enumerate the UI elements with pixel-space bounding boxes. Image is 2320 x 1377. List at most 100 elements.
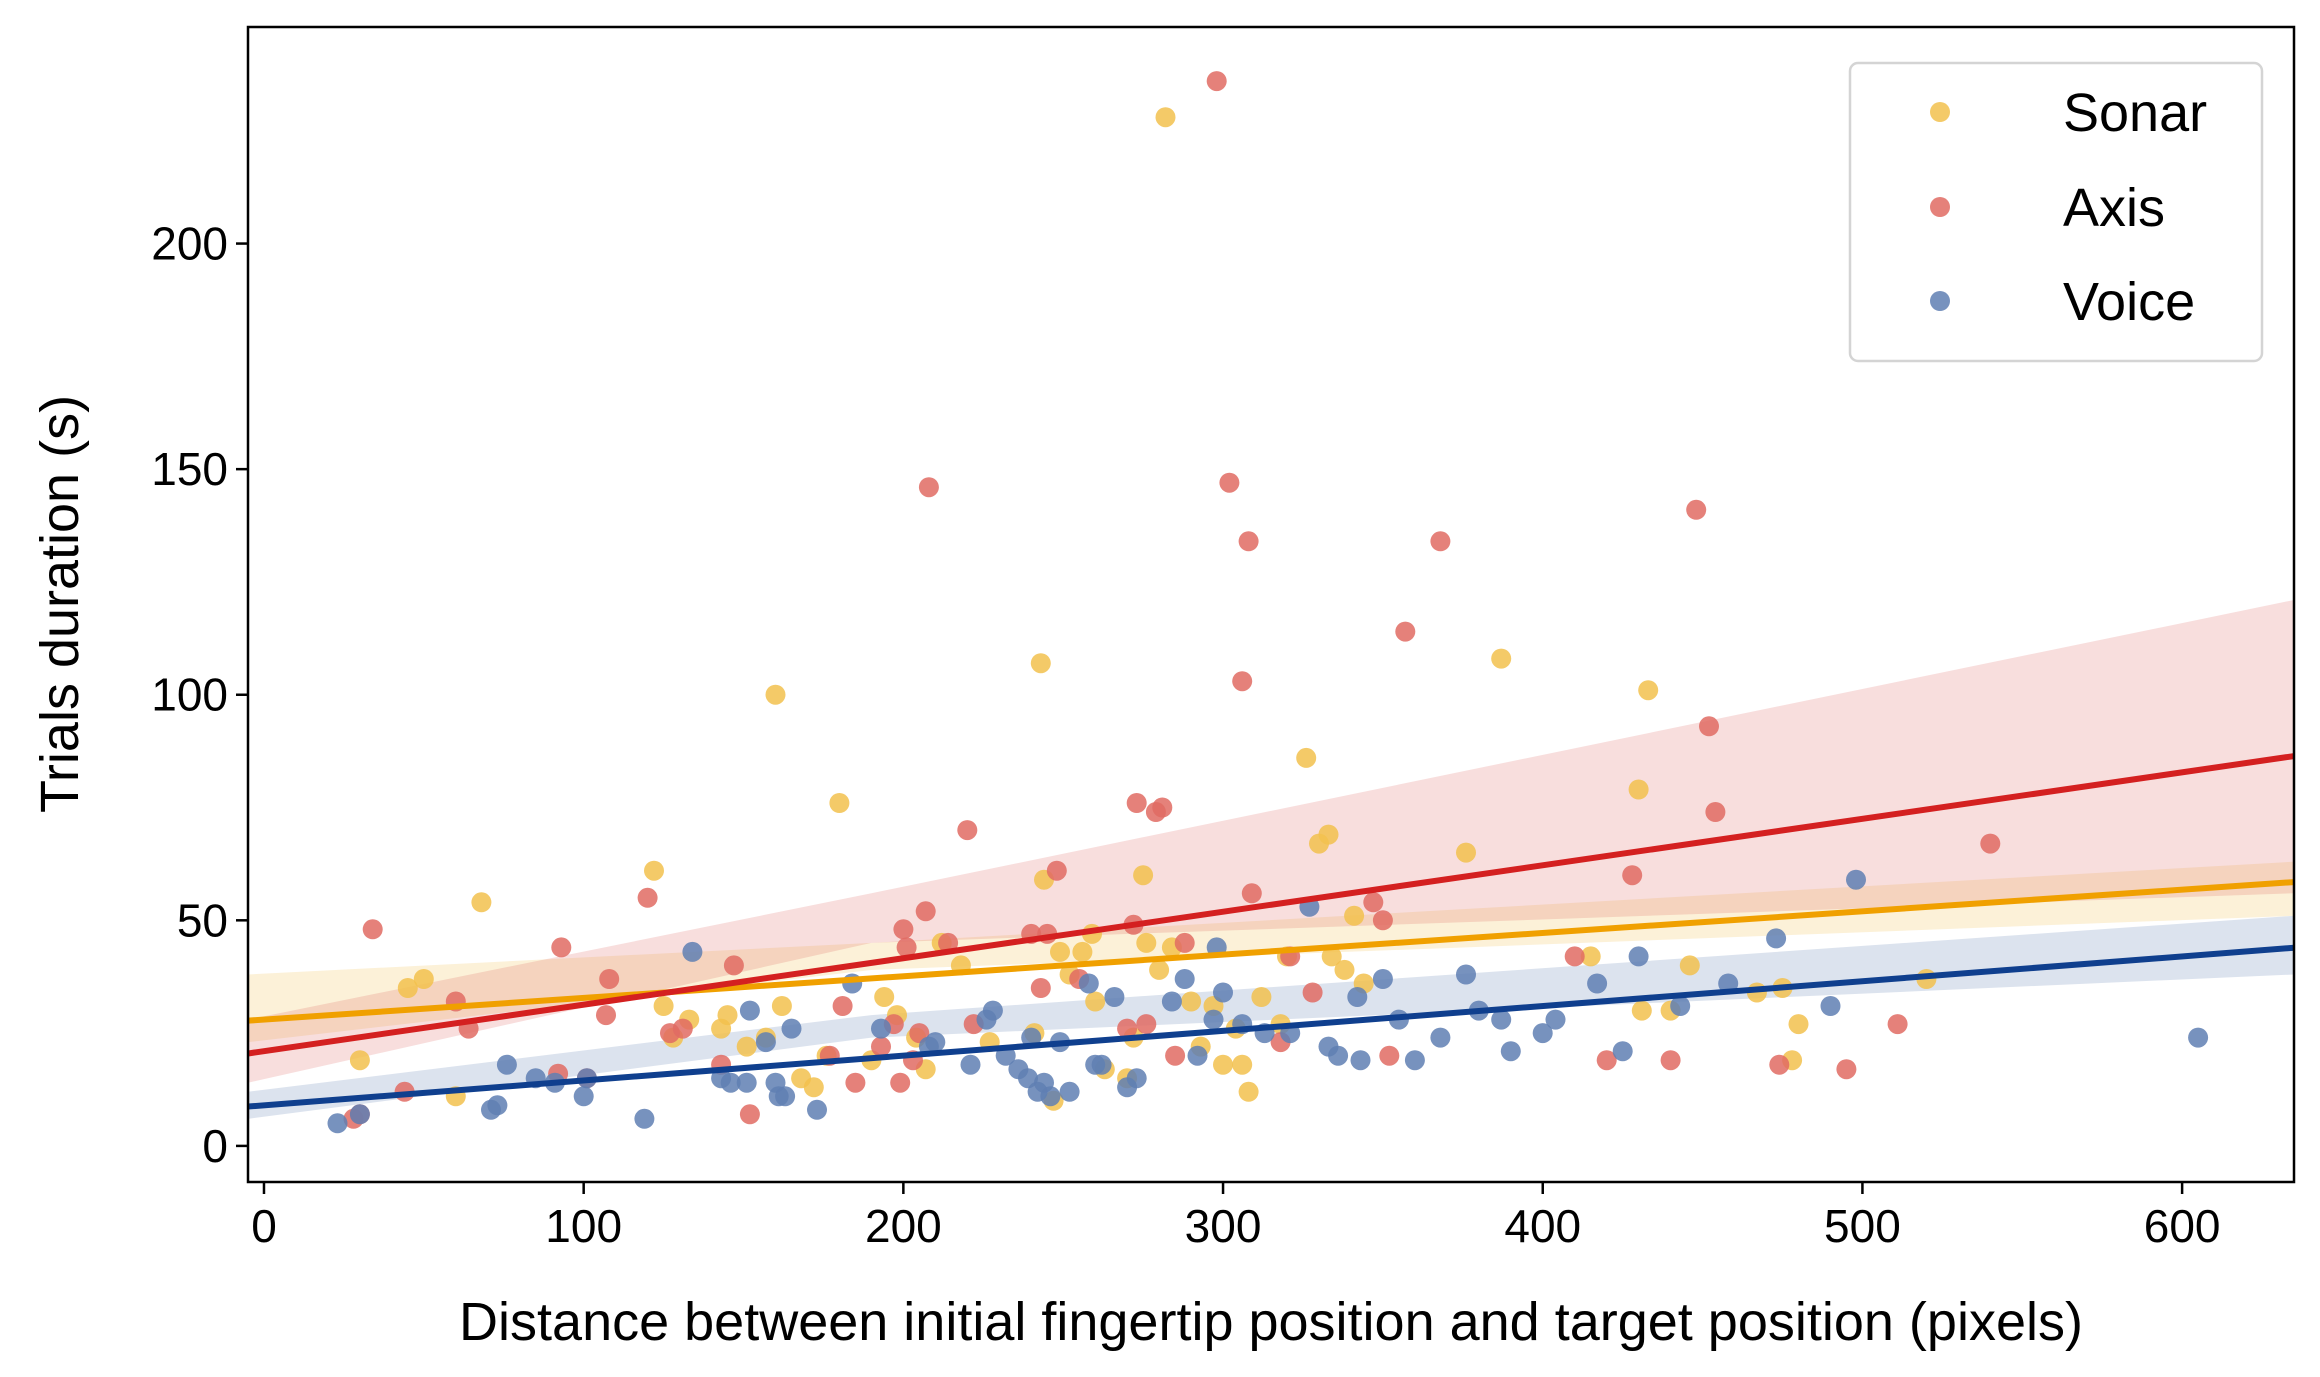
- sonar-point: [1631, 1000, 1652, 1021]
- axis-point: [896, 937, 917, 958]
- axis-point: [1699, 716, 1719, 737]
- sonar-point: [736, 1036, 757, 1057]
- voice-point: [1040, 1086, 1061, 1107]
- sonar-point: [1072, 941, 1093, 962]
- axis-point: [1596, 1050, 1617, 1071]
- axis-point: [1165, 1045, 1186, 1066]
- voice-point: [573, 1086, 594, 1107]
- axis-point: [893, 919, 914, 940]
- sonar-point: [413, 969, 434, 989]
- legend-label-axis: Axis: [2063, 178, 2165, 238]
- sonar-point: [803, 1077, 824, 1098]
- legend-marker-voice: [1930, 291, 1950, 311]
- axis-point: [1219, 472, 1240, 493]
- axis-point: [1887, 1014, 1908, 1035]
- voice-point: [982, 1000, 1003, 1021]
- sonar-point: [1181, 991, 1202, 1012]
- voice-point: [1161, 991, 1182, 1012]
- axis-point: [1430, 531, 1451, 552]
- voice-point: [871, 1018, 891, 1039]
- axis-point: [938, 932, 959, 953]
- legend-label-sonar: Sonar: [2063, 83, 2207, 143]
- axis-point: [1126, 793, 1147, 813]
- voice-point: [720, 1072, 741, 1093]
- sonar-point: [1149, 959, 1170, 980]
- axis-point: [1174, 932, 1195, 953]
- x-tick-label: 300: [1185, 1200, 1262, 1252]
- voice-point: [807, 1099, 827, 1120]
- x-tick-label: 200: [865, 1200, 942, 1252]
- axis-point: [1379, 1045, 1400, 1066]
- x-tick-label: 0: [251, 1200, 277, 1252]
- sonar-point: [1213, 1054, 1233, 1075]
- axis-point: [1302, 982, 1323, 1003]
- axis-point: [599, 969, 620, 989]
- voice-point: [1091, 1054, 1112, 1075]
- legend: Sonar Axis Voice: [1848, 61, 2264, 363]
- voice-point: [775, 1086, 796, 1107]
- axis-point: [1238, 531, 1259, 552]
- y-tick-label: 100: [151, 669, 228, 721]
- voice-point: [1670, 996, 1691, 1016]
- voice-point: [1174, 969, 1195, 989]
- axis-point: [915, 901, 936, 922]
- axis-point: [362, 919, 383, 940]
- x-tick-label: 100: [545, 1200, 622, 1252]
- sonar-point: [1638, 680, 1659, 701]
- sonar-point: [1628, 779, 1649, 800]
- sonar-point: [1050, 941, 1070, 962]
- legend-box: [1848, 61, 2264, 363]
- axis-point: [723, 955, 744, 976]
- voice-point: [1545, 1009, 1566, 1030]
- axis-point: [845, 1072, 866, 1093]
- voice-point: [1846, 869, 1866, 890]
- sonar-point: [1344, 905, 1365, 926]
- axis-point: [596, 1005, 616, 1026]
- axis-point: [1395, 621, 1416, 642]
- sonar-point: [471, 892, 492, 913]
- sonar-regression-line: [248, 879, 2294, 1024]
- sonar-point: [1491, 648, 1512, 669]
- sonar-point: [1238, 1081, 1259, 1102]
- voice-point: [1628, 946, 1649, 967]
- voice-point: [1404, 1050, 1425, 1071]
- axis-point: [1980, 833, 2001, 854]
- voice-point: [1203, 1009, 1224, 1030]
- voice-point: [1213, 982, 1233, 1003]
- voice-confidence-band: [248, 915, 2294, 1119]
- sonar-point: [1251, 987, 1272, 1007]
- axis-point: [1836, 1059, 1857, 1080]
- axis-point: [1705, 802, 1726, 822]
- y-tick-label: 50: [177, 894, 228, 946]
- voice-point: [755, 1032, 776, 1053]
- axis-point: [1206, 71, 1227, 92]
- sonar-point: [653, 996, 674, 1016]
- sonar-point: [349, 1050, 370, 1071]
- axis-point: [1232, 671, 1253, 692]
- voice-point: [1350, 1050, 1371, 1071]
- plot-area-frame: [246, 25, 2296, 1184]
- x-tick-label: 400: [1504, 1200, 1581, 1252]
- axis-point: [1046, 860, 1067, 881]
- voice-point: [739, 1000, 760, 1021]
- voice-regression-line: [248, 944, 2294, 1110]
- voice-point: [1187, 1045, 1208, 1066]
- axis-point: [1117, 1018, 1138, 1039]
- voice-point: [1104, 987, 1125, 1007]
- voice-point: [1491, 1009, 1512, 1030]
- sonar-point: [644, 860, 664, 881]
- axis-point: [1686, 499, 1707, 520]
- axis-point: [918, 477, 939, 498]
- axis-point: [1622, 865, 1643, 886]
- voice-point: [1532, 1023, 1553, 1044]
- y-tick-label: 200: [151, 218, 228, 270]
- voice-point: [736, 1072, 757, 1093]
- voice-point: [2188, 1027, 2209, 1048]
- axis-point: [1030, 978, 1051, 998]
- axis-confidence-band: [248, 599, 2294, 1083]
- axis-point: [739, 1104, 760, 1125]
- sonar-point: [1580, 946, 1601, 967]
- sonar-point: [1030, 653, 1051, 674]
- axis-point: [1564, 946, 1585, 967]
